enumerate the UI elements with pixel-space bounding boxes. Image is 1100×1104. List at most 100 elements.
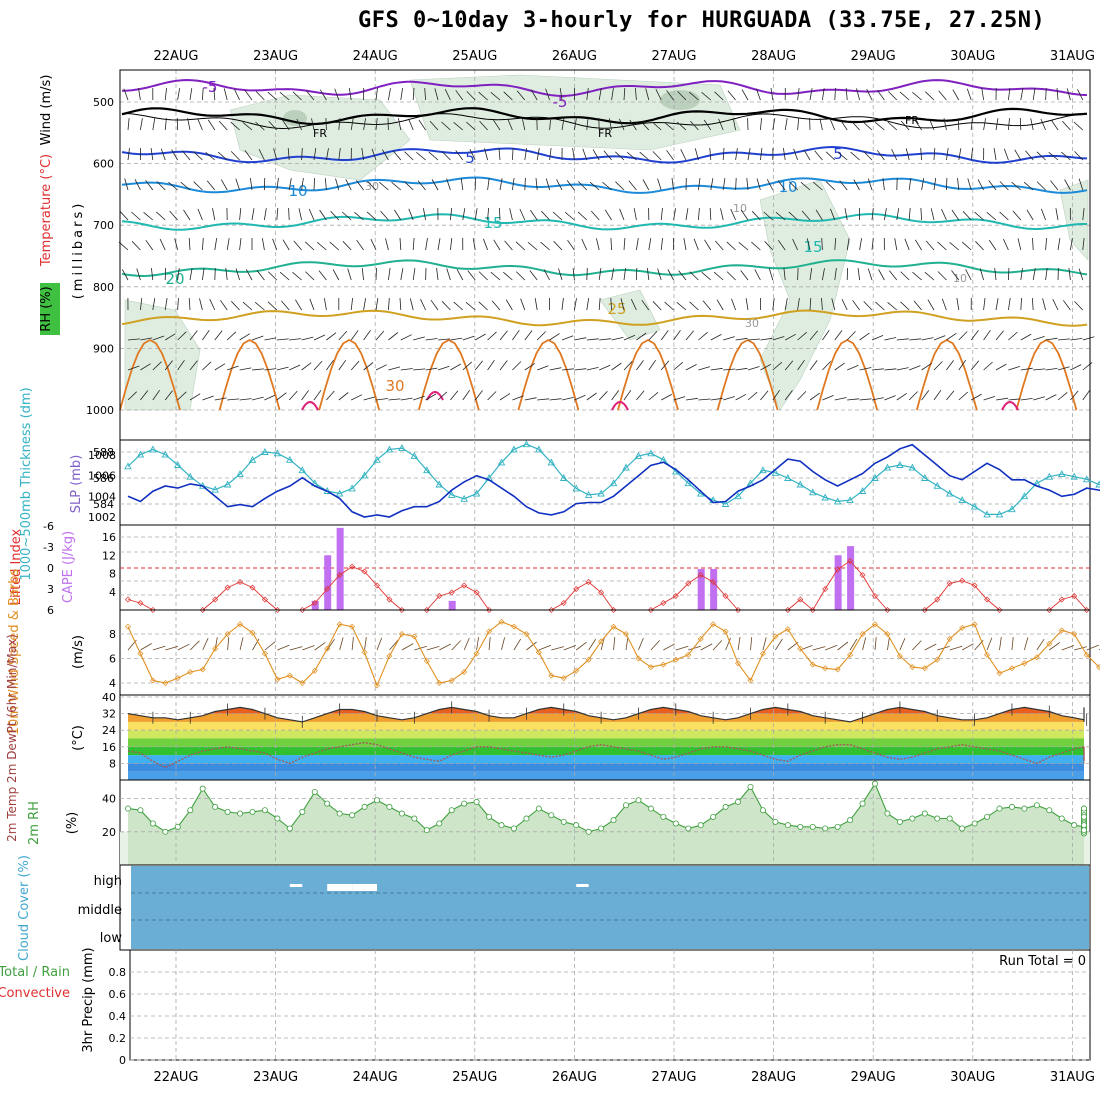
wind-barb xyxy=(888,302,897,310)
wind-barb xyxy=(1033,369,1045,370)
wind10-barb xyxy=(726,638,731,650)
wind-barb xyxy=(605,210,611,220)
wind-barb xyxy=(872,369,884,370)
cape-bar xyxy=(835,555,842,610)
wind10-barb xyxy=(377,638,382,650)
cloud-cover-area xyxy=(131,866,1089,949)
wind-barb xyxy=(488,392,497,401)
wind-barb xyxy=(732,299,736,310)
rh2m-point xyxy=(611,818,616,823)
wind-barb xyxy=(1021,334,1031,340)
wind-barb xyxy=(1046,338,1058,340)
rh2m-point xyxy=(549,813,554,818)
wind-barb xyxy=(324,298,326,310)
rh2m-point xyxy=(437,821,442,826)
wind10-barb xyxy=(265,642,275,650)
pressure-tick-label: 900 xyxy=(93,342,114,355)
cloud-cover-block xyxy=(576,884,588,887)
wind-barb xyxy=(574,369,586,370)
wind-barb xyxy=(475,334,485,340)
wind10-barb xyxy=(887,637,889,650)
wind-barb xyxy=(277,367,289,370)
rh-shading-core xyxy=(660,90,700,110)
wind10-barb xyxy=(477,637,479,650)
wind10-barb xyxy=(925,644,937,650)
wind-barb xyxy=(736,368,748,370)
date-label-top: 29AUG xyxy=(851,49,896,64)
wind-barb xyxy=(942,299,946,310)
rh2m-point xyxy=(636,798,641,803)
wind-barb xyxy=(512,362,521,371)
wind-barb xyxy=(612,363,622,370)
rh2m-point xyxy=(1081,823,1086,828)
wind-barb xyxy=(996,298,998,310)
wind-barb xyxy=(888,91,896,100)
wind-barb xyxy=(503,272,512,280)
wind-barb xyxy=(1051,120,1058,130)
wind-barb xyxy=(516,242,525,250)
wind-barb xyxy=(698,399,710,400)
slp-tick-label: 1002 xyxy=(88,511,116,524)
wind10-barb xyxy=(663,644,674,650)
wind-barb xyxy=(984,330,991,340)
rh2m-point xyxy=(163,829,168,834)
rh2m-point xyxy=(237,811,242,816)
wind-barb xyxy=(736,394,747,400)
wind-barb xyxy=(550,333,560,340)
rh2m-point xyxy=(997,806,1002,811)
wind10-barb xyxy=(315,642,326,650)
wind-barb xyxy=(393,151,401,160)
wind10-barb xyxy=(539,645,551,650)
wind-barb xyxy=(649,392,658,400)
wind-barb xyxy=(388,88,390,100)
wind-barb xyxy=(1004,149,1008,160)
wind-barb xyxy=(686,398,698,400)
wind-barb xyxy=(913,272,922,280)
rh2m-point xyxy=(362,804,367,809)
wind-barb xyxy=(647,268,648,280)
wind-barb xyxy=(711,368,723,370)
wind-barb xyxy=(243,302,252,310)
cloud-cover-block xyxy=(327,884,352,891)
wind-barb xyxy=(884,396,895,400)
rh2m-point xyxy=(486,814,491,819)
wind-barb xyxy=(537,332,546,341)
wind-barb xyxy=(202,268,204,280)
wind-barb xyxy=(255,302,264,310)
wind-barb xyxy=(295,300,301,310)
rh2m-point xyxy=(922,811,927,816)
rh2m-point xyxy=(175,824,180,829)
wind-barb xyxy=(901,302,910,310)
wind-barb xyxy=(686,364,697,370)
wind-barb xyxy=(277,339,289,340)
wind-barb xyxy=(562,298,563,310)
wind-barb xyxy=(636,391,644,400)
wind-barb xyxy=(705,240,711,250)
wind-barb xyxy=(643,180,649,191)
temperature-contour-35 xyxy=(1002,402,1018,410)
rh2m-point xyxy=(735,799,740,804)
contour-label: FR xyxy=(905,114,919,127)
lifted-index-line xyxy=(427,586,489,611)
rh2m-point xyxy=(412,816,417,821)
wind-barb xyxy=(703,301,711,310)
date-label-bottom: 28AUG xyxy=(751,1070,796,1085)
wind-barb xyxy=(989,240,996,250)
wind-barb xyxy=(289,339,301,340)
contour-label: FR xyxy=(598,127,612,140)
wind-barb xyxy=(376,365,387,370)
cape-bar xyxy=(337,528,344,610)
rh2m-point xyxy=(810,824,815,829)
wind-barb xyxy=(798,268,799,280)
wind10-barb xyxy=(452,641,461,650)
wind-barb xyxy=(277,393,287,400)
wind-barb xyxy=(227,399,239,400)
rh2m-point xyxy=(984,814,989,819)
wind10-barb xyxy=(676,646,689,650)
rh2m-point xyxy=(262,808,267,813)
wind-barb xyxy=(615,182,624,190)
wind-barb xyxy=(1057,88,1058,100)
wind-barb xyxy=(394,210,400,220)
wind-barb xyxy=(437,268,438,280)
wind-barb xyxy=(364,298,366,310)
